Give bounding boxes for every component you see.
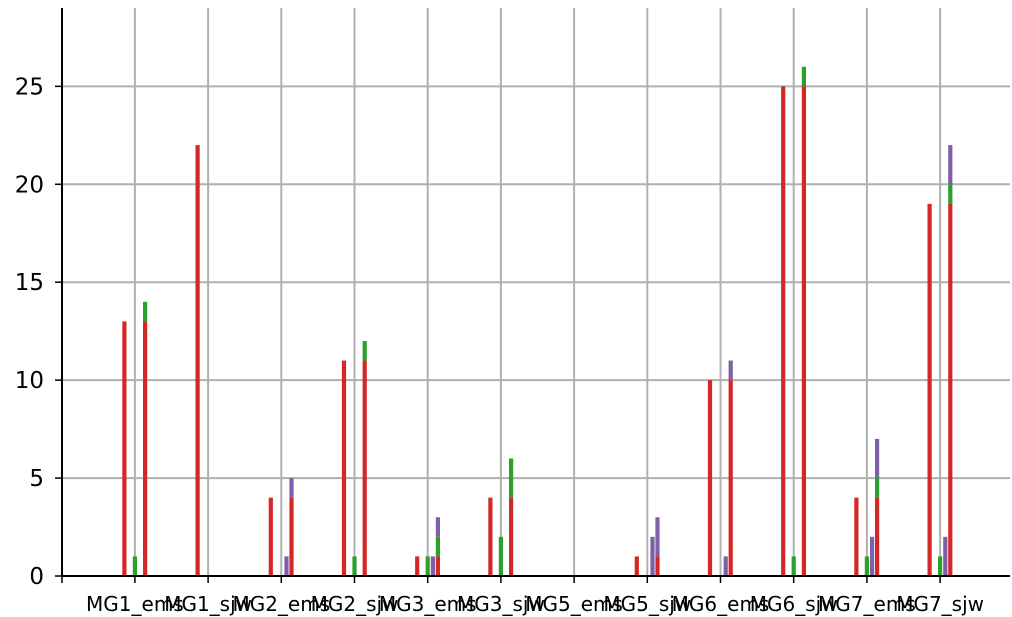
x-tick-label: MG5_sjw	[603, 592, 691, 616]
bar-segment	[488, 497, 493, 576]
bar-segment	[948, 184, 953, 204]
x-tick-label: MG6_sjw	[750, 592, 838, 616]
bar-segment	[362, 340, 367, 361]
bar-segment	[655, 517, 660, 557]
bar-segment	[728, 380, 733, 576]
bar-segment	[132, 556, 137, 576]
x-tick-label: MG7_ems	[818, 592, 916, 616]
bar-segment	[781, 86, 786, 577]
y-tick-label: 5	[29, 466, 44, 492]
bar-segment	[289, 497, 294, 576]
bar-segment	[948, 203, 953, 577]
bar-segment	[435, 517, 440, 537]
bar-segment	[509, 497, 514, 576]
bar-segment	[435, 536, 440, 557]
bar-segment	[875, 478, 880, 498]
bar-segment	[801, 66, 806, 87]
x-tick-label: MG1_ems	[86, 592, 184, 616]
bar-segment	[650, 536, 655, 576]
bar-segment	[864, 556, 869, 576]
bar-segment	[938, 556, 943, 576]
x-tick-label: MG3_sjw	[457, 592, 545, 616]
bar-segment	[352, 556, 357, 576]
bar-segment	[341, 360, 347, 576]
x-tick-label: MG6_ems	[672, 592, 770, 616]
bar-segment	[430, 556, 435, 576]
bar-segment	[289, 478, 294, 498]
bar-segment	[415, 556, 420, 576]
bar-segment	[870, 536, 875, 576]
y-tick-label: 0	[29, 564, 44, 590]
bar-segment	[655, 556, 660, 576]
x-tick-label: MG3_ems	[379, 592, 477, 616]
bar-segment	[268, 497, 273, 576]
bar-segment	[498, 536, 503, 576]
bar-segment	[143, 321, 148, 576]
bar-segment	[284, 556, 289, 576]
bar-segment	[791, 556, 796, 576]
bar-segment	[707, 380, 713, 576]
bar-segment	[122, 321, 127, 576]
bar-segment	[948, 145, 953, 185]
y-tick-label: 15	[15, 270, 44, 296]
y-tick-label: 20	[15, 172, 44, 198]
bar-segment	[875, 438, 880, 479]
x-tick-label: MG2_ems	[232, 592, 330, 616]
bar-segment	[425, 556, 430, 576]
bars-layer	[122, 66, 953, 577]
bar-segment	[143, 301, 148, 322]
bar-segment	[943, 536, 948, 576]
bar-segment	[801, 86, 806, 577]
x-tick-label: MG1_sjw	[164, 592, 252, 616]
x-tick-label: MG2_sjw	[311, 592, 399, 616]
ticks-layer: 0510152025MG1_emsMG1_sjwMG2_emsMG2_sjwMG…	[15, 74, 984, 616]
grid-layer	[62, 8, 1010, 577]
bar-segment	[509, 458, 514, 498]
y-tick-label: 10	[15, 368, 44, 394]
x-tick-label: MG5_ems	[525, 592, 623, 616]
y-tick-label: 25	[15, 74, 44, 100]
bar-segment	[728, 360, 733, 381]
bar-segment	[854, 497, 859, 576]
bar-segment	[927, 203, 932, 577]
bar-segment	[634, 556, 639, 576]
x-tick-label: MG7_sjw	[896, 592, 984, 616]
bar-segment	[875, 497, 880, 576]
bar-segment	[723, 556, 728, 576]
bar-segment	[362, 360, 367, 576]
axes-layer	[61, 8, 1010, 577]
bar-segment	[195, 145, 200, 576]
bar-segment	[435, 556, 440, 576]
